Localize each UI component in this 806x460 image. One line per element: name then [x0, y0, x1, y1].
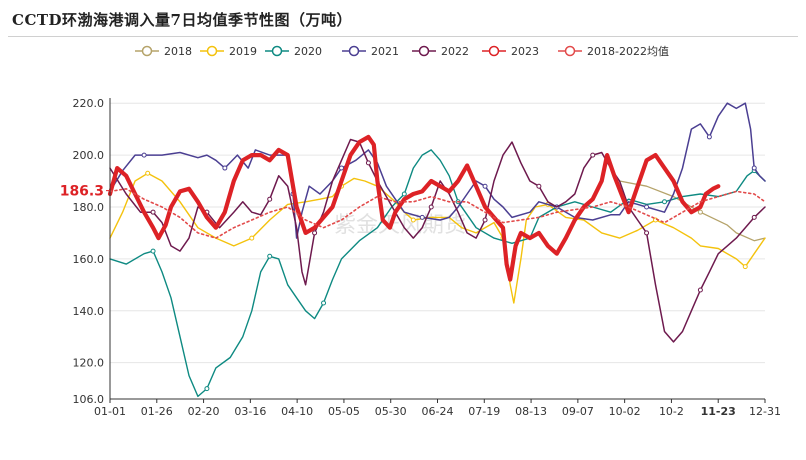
- series-point-2020: [267, 253, 273, 259]
- series-point-2021: [141, 152, 147, 158]
- chart-axes: 106.0 120.0 140.0 160.0 180.0 200.0 220.0 01-01…: [60, 97, 781, 418]
- chart-legend: 2018 2019 2020 2021 2022 2023 2018-2022均值: [135, 45, 669, 58]
- legend-marker-2018: [141, 45, 153, 57]
- x-tick-label: 01-01: [94, 405, 126, 418]
- x-tick-label: 02-20: [188, 405, 220, 418]
- x-tick-label-highlight: 11-23: [701, 405, 736, 418]
- x-tick-label: 01-26: [141, 405, 173, 418]
- series-point-2020: [321, 300, 327, 306]
- legend-label-2021: 2021: [371, 45, 399, 58]
- y-tick-label: 180.0: [73, 201, 105, 214]
- legend-marker-2023: [488, 45, 500, 57]
- series-point-2021: [644, 204, 650, 210]
- series-point-2020: [204, 386, 210, 392]
- y-tick-label: 220.0: [73, 97, 105, 110]
- x-tick-label: 08-13: [515, 405, 547, 418]
- x-tick-label: 04-10: [281, 405, 313, 418]
- series-point-2022: [751, 214, 757, 220]
- series-point-2019: [742, 264, 748, 270]
- series-point-2021: [706, 134, 712, 140]
- series-point-2022: [697, 287, 703, 293]
- x-tick-label: 07-19: [468, 405, 500, 418]
- series-lines: [107, 102, 766, 398]
- series-point-2021: [482, 183, 488, 189]
- legend-label-2018-2022均值: 2018-2022均值: [587, 45, 669, 58]
- series-point-2021: [419, 214, 425, 220]
- legend-label-2019: 2019: [229, 45, 257, 58]
- series-line-2022: [109, 138, 766, 343]
- x-tick-label: 05-05: [328, 405, 360, 418]
- legend-label-2022: 2022: [441, 45, 469, 58]
- series-point-2021: [222, 165, 228, 171]
- y-tick-label: 140.0: [73, 305, 105, 318]
- x-tick-label: 06-24: [422, 405, 454, 418]
- series-point-2022: [150, 209, 156, 215]
- legend-label-2020: 2020: [294, 45, 322, 58]
- legend-label-2023: 2023: [511, 45, 539, 58]
- y-tick-label: 120.0: [73, 357, 105, 370]
- y-tick-label: 160.0: [73, 253, 105, 266]
- series-point-2021: [751, 165, 757, 171]
- title-divider: [8, 36, 798, 37]
- highlight-y-value: 186.3: [60, 184, 104, 200]
- series-point-2022: [482, 217, 488, 223]
- series-point-2020: [150, 248, 156, 254]
- series-line-2018-2022均值: [109, 188, 766, 239]
- legend-marker-2022: [418, 45, 430, 57]
- series-point-2020: [662, 199, 668, 205]
- y-tick-label: 106.0: [73, 393, 105, 406]
- x-tick-label: 10-02: [609, 405, 641, 418]
- series-line-2023: [107, 134, 721, 282]
- legend-marker-2020: [271, 45, 283, 57]
- series-point-2020: [401, 191, 407, 197]
- series-point-2019: [249, 235, 255, 241]
- x-tick-label: 05-30: [375, 405, 407, 418]
- chart-title: CCTD环渤海港调入量7日均值季节性图（万吨）: [12, 11, 352, 29]
- legend-marker-2021: [348, 45, 360, 57]
- series-point-2022: [312, 230, 318, 236]
- series-point-2022: [644, 230, 650, 236]
- series-line-2019: [109, 172, 766, 304]
- x-tick-label: 10-2: [659, 405, 684, 418]
- x-tick-label: 03-16: [234, 405, 266, 418]
- series-point-2022: [428, 204, 434, 210]
- x-tick-label: 12-31: [749, 405, 781, 418]
- series-point-2021: [338, 165, 344, 171]
- series-line-2018: [618, 180, 766, 242]
- legend-marker-2019: [206, 45, 218, 57]
- series-point-2022: [590, 152, 596, 158]
- x-tick-label: 09-07: [562, 405, 594, 418]
- series-point-2022: [267, 196, 273, 202]
- series-point-2022: [365, 160, 371, 166]
- series-point-2018: [697, 209, 703, 215]
- series-point-2019: [410, 217, 416, 223]
- legend-marker-2018-2022均值: [564, 45, 576, 57]
- y-tick-label: 200.0: [73, 149, 105, 162]
- series-point-2022: [536, 183, 542, 189]
- legend-label-2018: 2018: [164, 45, 192, 58]
- series-line-2021: [109, 102, 766, 239]
- series-point-2019: [145, 170, 151, 176]
